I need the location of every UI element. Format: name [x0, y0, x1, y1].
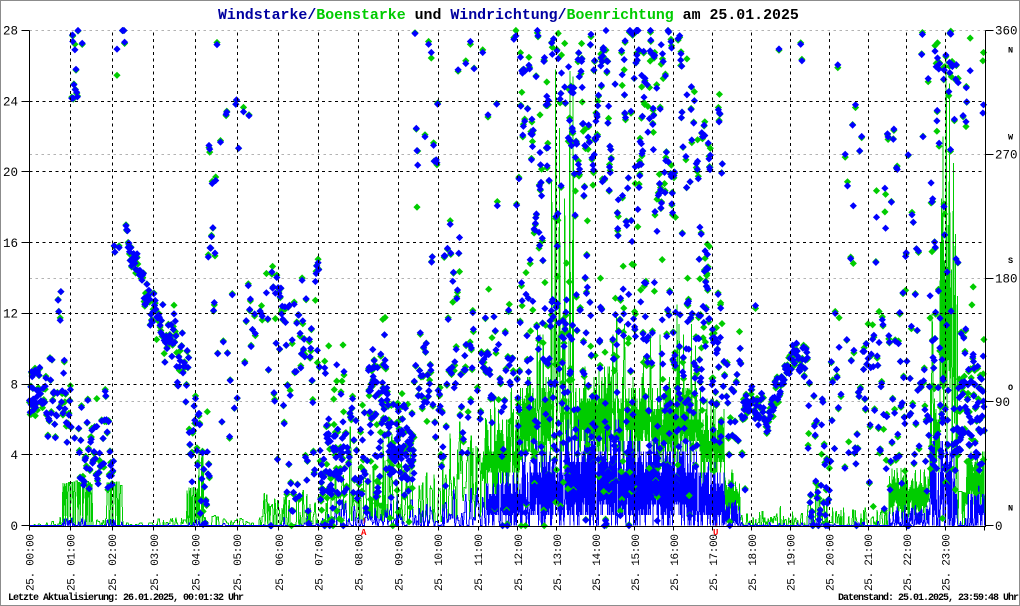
svg-text:25. 20:00: 25. 20:00 — [825, 534, 837, 591]
svg-text:N: N — [1008, 504, 1013, 514]
svg-text:12: 12 — [3, 308, 18, 322]
svg-text:25. 02:00: 25. 02:00 — [108, 534, 120, 591]
svg-text:25. 06:00: 25. 06:00 — [275, 534, 287, 591]
svg-text:O: O — [1008, 383, 1013, 393]
svg-text:25. 01:00: 25. 01:00 — [66, 534, 78, 591]
svg-text:25. 03:00: 25. 03:00 — [150, 534, 162, 591]
svg-text:25. 09:00: 25. 09:00 — [394, 534, 406, 591]
svg-text:25. 10:00: 25. 10:00 — [434, 534, 446, 591]
svg-text:W: W — [1008, 132, 1014, 142]
svg-text:25. 07:00: 25. 07:00 — [315, 534, 327, 591]
svg-text:25. 18:00: 25. 18:00 — [748, 534, 760, 591]
svg-text:Letzte Aktualisierung: 26.01.2: Letzte Aktualisierung: 26.01.2025, 00:01… — [8, 592, 244, 604]
svg-text:25. 00:00: 25. 00:00 — [26, 534, 38, 591]
svg-text:360: 360 — [995, 25, 1018, 39]
svg-text:0: 0 — [10, 520, 18, 534]
svg-text:U: U — [713, 528, 718, 538]
svg-text:180: 180 — [995, 272, 1018, 286]
svg-text:270: 270 — [995, 149, 1018, 163]
svg-text:25. 22:00: 25. 22:00 — [903, 534, 915, 591]
svg-text:28: 28 — [3, 25, 18, 39]
svg-text:S: S — [1008, 256, 1013, 266]
svg-text:25. 17:00: 25. 17:00 — [709, 534, 721, 591]
svg-text:25. 19:00: 25. 19:00 — [787, 534, 799, 591]
svg-text:25. 08:00: 25. 08:00 — [355, 534, 367, 591]
svg-text:25. 15:00: 25. 15:00 — [631, 534, 643, 591]
svg-text:4: 4 — [10, 449, 18, 463]
svg-text:A: A — [361, 528, 367, 538]
svg-text:24: 24 — [3, 95, 18, 109]
svg-text:90: 90 — [995, 396, 1010, 410]
svg-text:Datenstand: 25.01.2025, 23:59:: Datenstand: 25.01.2025, 23:59:48 Uhr — [838, 592, 1019, 604]
svg-text:25. 14:00: 25. 14:00 — [592, 534, 604, 591]
svg-text:20: 20 — [3, 166, 18, 180]
svg-text:N: N — [1008, 46, 1013, 56]
svg-text:25. 05:00: 25. 05:00 — [233, 534, 245, 591]
svg-text:25. 16:00: 25. 16:00 — [670, 534, 682, 591]
svg-text:8: 8 — [10, 378, 18, 392]
svg-text:25. 23:00: 25. 23:00 — [942, 534, 954, 591]
svg-text:25. 21:00: 25. 21:00 — [864, 534, 876, 591]
svg-text:25. 13:00: 25. 13:00 — [553, 534, 565, 591]
svg-text:25. 11:00: 25. 11:00 — [474, 534, 486, 591]
svg-text:25. 12:00: 25. 12:00 — [514, 534, 526, 591]
svg-text:16: 16 — [3, 237, 18, 251]
svg-text:Windstarke/Boenstarke und Wind: Windstarke/Boenstarke und Windrichtung/B… — [218, 8, 799, 24]
svg-text:0: 0 — [995, 520, 1003, 534]
svg-text:25. 04:00: 25. 04:00 — [192, 534, 204, 591]
